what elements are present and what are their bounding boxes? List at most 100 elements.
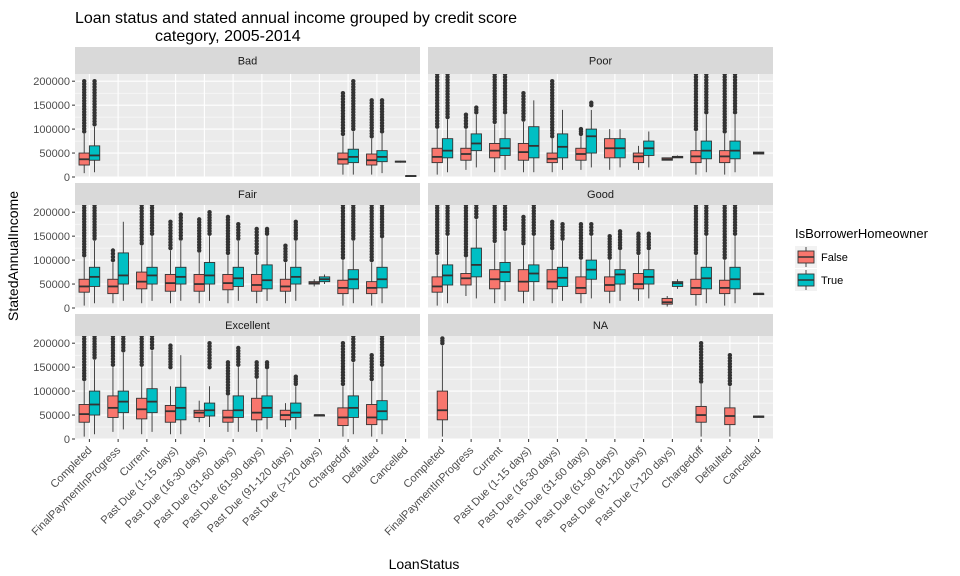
- box-false: [251, 360, 263, 432]
- box-body: [661, 297, 673, 305]
- box-false: [719, 205, 731, 306]
- box-false: [337, 205, 349, 306]
- outlier-point: [82, 336, 87, 339]
- outlier-point: [463, 112, 469, 117]
- box-true: [146, 336, 158, 432]
- box-body: [690, 278, 702, 296]
- box-body: [575, 276, 587, 295]
- y-tick-label: 50000: [39, 279, 70, 291]
- outlier-point: [236, 345, 241, 351]
- y-tick-label: 200000: [33, 207, 70, 219]
- box-true: [347, 78, 359, 175]
- chart-title-line-2: category, 2005-2014: [155, 28, 301, 45]
- outlier-point: [698, 340, 704, 346]
- outlier-point: [435, 74, 440, 77]
- outlier-point: [225, 214, 231, 220]
- outlier-point: [351, 336, 356, 339]
- outlier-point: [531, 205, 536, 208]
- outlier-point: [340, 205, 346, 208]
- box-body: [460, 273, 472, 286]
- box-false: [313, 414, 326, 417]
- outlier-point: [722, 205, 727, 208]
- outlier-point: [445, 74, 450, 77]
- box-body: [671, 281, 684, 287]
- box-true: [470, 205, 482, 299]
- box-body: [604, 276, 616, 292]
- box-true: [441, 74, 454, 173]
- box-false: [695, 340, 707, 437]
- box-body: [499, 138, 511, 156]
- outlier-point: [693, 74, 699, 77]
- y-tick-label: 0: [64, 172, 70, 184]
- box-true: [614, 229, 626, 301]
- box-false: [724, 352, 736, 437]
- box-false: [251, 226, 263, 304]
- box-true: [347, 205, 359, 304]
- outlier-point: [92, 336, 97, 339]
- facet-strip: [75, 314, 420, 336]
- outlier-point: [589, 231, 594, 236]
- box-true: [729, 205, 741, 304]
- box-true: [556, 221, 569, 301]
- box-body: [290, 266, 302, 285]
- box-true: [261, 360, 273, 430]
- outlier-point: [149, 336, 155, 339]
- box-body: [556, 133, 569, 159]
- box-body: [546, 269, 558, 290]
- boxes-group: [78, 336, 388, 437]
- box-body: [376, 266, 388, 289]
- box-body: [436, 390, 449, 421]
- y-tick-label: 0: [64, 303, 70, 315]
- y-tick-label: 100000: [33, 386, 70, 398]
- box-true: [290, 219, 302, 301]
- outlier-point: [693, 205, 699, 208]
- facet-strip: [75, 183, 420, 205]
- box-true: [700, 74, 712, 173]
- box-body: [88, 145, 101, 161]
- outlier-point: [110, 336, 116, 339]
- y-tick-label: 0: [64, 434, 70, 446]
- legend-label-false: False: [821, 252, 848, 264]
- box-false: [719, 74, 731, 175]
- outlier-point: [121, 336, 126, 339]
- outlier-point: [589, 100, 594, 105]
- y-tick-label: 200000: [33, 338, 70, 350]
- box-false: [279, 243, 292, 304]
- box-false: [690, 74, 702, 175]
- outlier-point: [732, 74, 738, 77]
- y-tick-label: 150000: [33, 362, 70, 374]
- outlier-point: [521, 214, 526, 220]
- boxes-group: [436, 336, 765, 437]
- boxes-group: [431, 205, 765, 307]
- box-false: [78, 78, 90, 174]
- outlier-point: [264, 360, 270, 365]
- box-true: [528, 205, 540, 301]
- box-true: [499, 205, 511, 301]
- box-body: [632, 273, 645, 290]
- box-true: [347, 336, 359, 435]
- legend: IsBorrowerHomeowner False True: [795, 226, 929, 291]
- box-body: [366, 404, 378, 426]
- outlier-point: [474, 105, 479, 110]
- box-body: [107, 395, 119, 418]
- y-tick-label: 150000: [33, 100, 70, 112]
- y-tick-label: 50000: [39, 148, 70, 160]
- box-true: [671, 155, 684, 159]
- outlier-point: [435, 205, 440, 208]
- outlier-point: [440, 336, 445, 341]
- panel-background: [428, 205, 773, 308]
- box-false: [107, 336, 119, 432]
- box-true: [175, 212, 187, 301]
- box-false: [460, 112, 472, 170]
- box-body: [261, 264, 273, 290]
- outlier-point: [293, 374, 298, 379]
- box-true: [203, 340, 216, 428]
- outlier-point: [139, 205, 144, 208]
- outlier-point: [149, 205, 155, 208]
- facet-strip: [75, 47, 420, 74]
- box-true: [146, 205, 158, 301]
- box-true: [376, 336, 388, 435]
- box-false: [517, 90, 530, 173]
- box-false: [489, 74, 501, 173]
- outlier-point: [82, 205, 87, 208]
